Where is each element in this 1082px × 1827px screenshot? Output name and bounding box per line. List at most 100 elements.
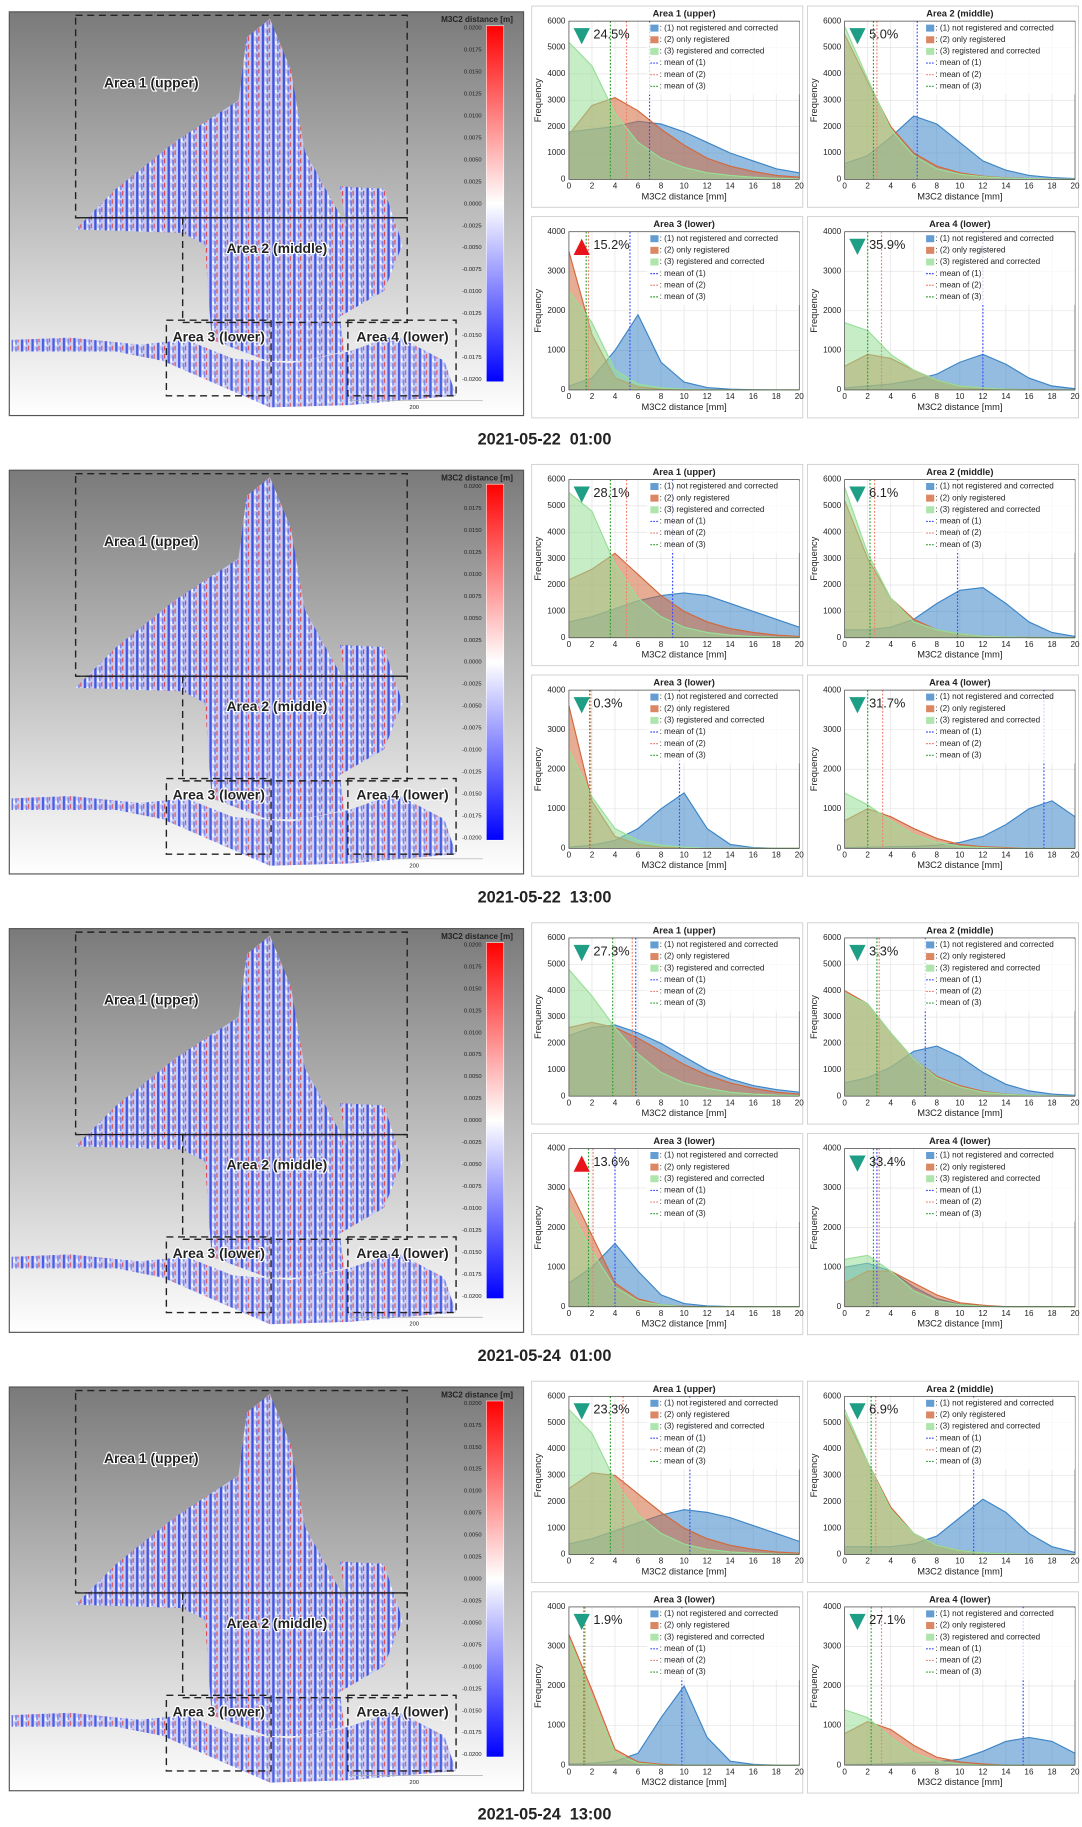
x-tick-label: 6 — [636, 850, 641, 859]
x-tick-label: 6 — [912, 1309, 917, 1318]
colorbar-tick-label: -0.0150 — [462, 1250, 482, 1256]
x-axis-label: M3C2 distance [mm] — [641, 650, 726, 660]
colorbar-tick-label: 0.0125 — [464, 92, 482, 98]
x-tick-label: 2 — [590, 1098, 595, 1107]
chart-title: Area 1 (upper) — [653, 467, 716, 477]
y-tick-label: 3000 — [823, 1012, 842, 1021]
legend-box — [646, 1608, 800, 1681]
x-tick-label: 8 — [935, 1767, 940, 1776]
x-tick-label: 14 — [726, 392, 736, 401]
chart-title: Area 3 (lower) — [653, 678, 714, 688]
x-tick-label: 8 — [935, 182, 940, 191]
legend-label: : mean of (1) — [660, 975, 706, 984]
legend-label: : mean of (1) — [935, 1433, 981, 1442]
trend-value: 27.3% — [593, 943, 629, 958]
legend-swatch — [926, 24, 935, 32]
legend-swatch — [926, 1633, 935, 1641]
chart-title: Area 3 (lower) — [653, 1594, 714, 1604]
chart-title: Area 2 (middle) — [926, 1384, 993, 1394]
legend-swatch — [926, 47, 935, 55]
area-fill — [844, 26, 1076, 180]
y-tick-label: 5000 — [823, 1418, 842, 1427]
trend-value: 13.6% — [593, 1154, 629, 1169]
y-tick-label: 0 — [837, 844, 842, 853]
x-tick-label: 12 — [703, 392, 713, 401]
colorbar-tick-label: 0.0000 — [464, 201, 482, 207]
legend-label: : mean of (2) — [935, 987, 981, 996]
legend-swatch — [926, 36, 935, 44]
y-tick-label: 3000 — [823, 725, 842, 734]
trend-value: 6.1% — [869, 485, 898, 500]
y-tick-label: 2000 — [547, 764, 566, 773]
x-tick-label: 20 — [1070, 1098, 1080, 1107]
colorbar-title: M3C2 distance [m] — [441, 15, 513, 24]
colorbar-tick-label: -0.0175 — [462, 1730, 482, 1736]
area-label: Area 1 (upper) — [104, 991, 199, 1007]
y-tick-label: 4000 — [547, 1602, 566, 1611]
y-tick-label: 3000 — [547, 1183, 566, 1192]
y-tick-label: 3000 — [547, 554, 566, 563]
x-tick-label: 20 — [795, 1557, 805, 1566]
plot-border — [568, 231, 800, 391]
colorbar-tick-label: -0.0100 — [462, 1206, 482, 1212]
legend-label: : mean of (1) — [660, 1644, 706, 1653]
series-line — [568, 1409, 800, 1555]
area-box — [181, 1592, 408, 1699]
legend-swatch — [926, 258, 935, 266]
area-box — [165, 777, 272, 855]
x-tick-label: 14 — [726, 1557, 736, 1566]
legend-swatch — [650, 506, 659, 514]
y-tick-label: 5000 — [547, 501, 566, 510]
y-tick-label: 1000 — [823, 1523, 842, 1532]
date-label: 2021-05-22 13:00 — [478, 889, 612, 907]
legend-swatch — [650, 36, 659, 44]
x-tick-label: 16 — [1024, 850, 1034, 859]
legend-box — [646, 480, 800, 553]
y-tick-label: 1000 — [823, 1262, 842, 1271]
x-tick-label: 18 — [1047, 640, 1057, 649]
x-tick-label: 0 — [567, 1767, 572, 1776]
y-tick-label: 4000 — [547, 1144, 566, 1153]
trend-marker — [573, 1155, 590, 1172]
x-tick-label: 16 — [749, 182, 759, 191]
plot-border — [844, 231, 1076, 391]
legend-label: : (3) registered and corrected — [660, 716, 765, 725]
colorbar-tick-label: 0.0125 — [464, 550, 482, 556]
trend-marker — [849, 697, 866, 714]
chart-title: Area 2 (middle) — [926, 925, 993, 935]
trend-marker — [849, 28, 866, 45]
x-tick-label: 4 — [888, 182, 893, 191]
legend-swatch — [650, 1399, 659, 1407]
date-label: 2021-05-24 13:00 — [478, 1805, 612, 1823]
y-tick-label: 2000 — [547, 1223, 566, 1232]
x-tick-label: 12 — [703, 1098, 713, 1107]
legend-label: : mean of (2) — [660, 280, 706, 289]
legend-swatch — [650, 246, 659, 254]
x-tick-label: 14 — [1001, 850, 1011, 859]
trend-value: 0.3% — [593, 695, 622, 710]
legend-label: : (2) only registered — [660, 1162, 730, 1171]
colorbar-tick-label: -0.0075 — [462, 1642, 482, 1648]
x-tick-label: 0 — [567, 640, 572, 649]
legend-label: : mean of (3) — [935, 81, 981, 90]
trend-marker — [573, 697, 590, 714]
colorbar-tick-label: -0.0200 — [462, 835, 482, 841]
legend-label: : (1) not registered and corrected — [935, 940, 1053, 949]
x-tick-label: 4 — [613, 1098, 618, 1107]
x-tick-label: 14 — [1001, 1309, 1011, 1318]
histogram-chart: 0 2 4 6 8 10 12 14 16 18 20 0 1000 2000 3000 4000 Area 3… — [531, 1132, 804, 1336]
area-fill — [844, 1499, 1076, 1555]
legend-label: : (3) registered and corrected — [935, 47, 1040, 56]
legend-label: : (3) registered and corrected — [660, 1174, 765, 1183]
colorbar — [486, 942, 505, 1299]
colorbar-tick-label: -0.0125 — [462, 1228, 482, 1234]
y-tick-label: 2000 — [823, 306, 842, 315]
x-tick-label: 2 — [865, 1098, 870, 1107]
x-tick-label: 12 — [978, 1557, 988, 1566]
x-tick-label: 16 — [749, 1557, 759, 1566]
x-axis-label: M3C2 distance [mm] — [917, 1566, 1002, 1576]
x-tick-label: 12 — [978, 1309, 988, 1318]
legend-label: : (1) not registered and corrected — [660, 940, 778, 949]
colorbar-tick-label: 0.0100 — [464, 113, 482, 119]
area-fill — [844, 1737, 1076, 1766]
